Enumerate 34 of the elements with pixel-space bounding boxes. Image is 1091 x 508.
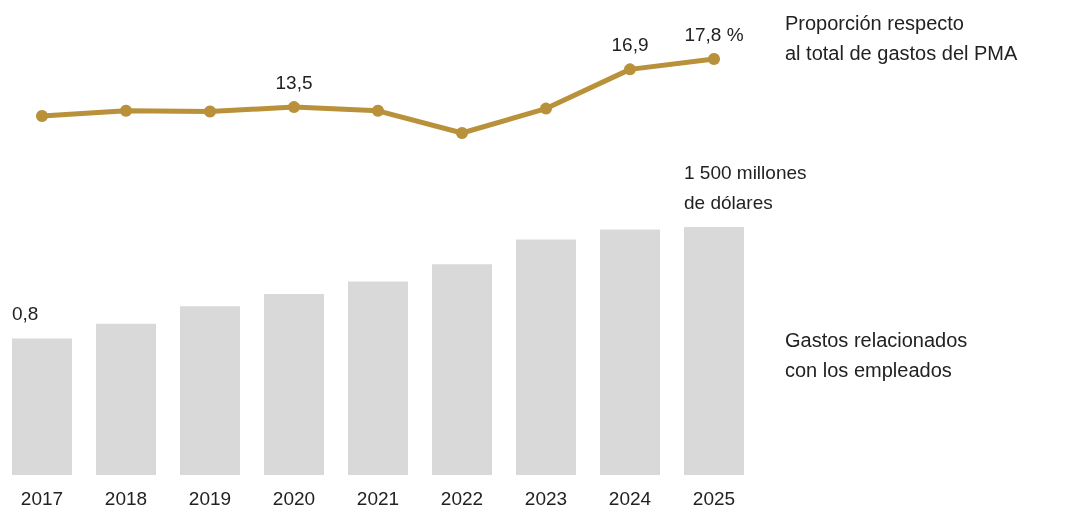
bar [432,264,492,475]
point [36,109,48,122]
x-tick-label: 2019 [188,488,232,508]
annotation: 16,9 [611,33,649,55]
point [708,53,720,65]
x-tick-label: 2023 [524,488,568,508]
x-tick-label: 2024 [608,488,652,508]
annotation: 13,5 [275,71,313,93]
x-tick-label: 2018 [104,488,148,508]
bar [516,239,576,475]
point [624,63,636,76]
annotation: 1 500 millones de dólares [684,161,807,213]
point [456,127,468,139]
annotation: 0,8 [12,303,39,325]
bar [264,293,324,475]
x-tick-label: 2025 [692,488,736,508]
bar [348,281,408,475]
point [372,104,384,117]
x-tick-label: 2022 [440,488,484,508]
bar [96,323,156,475]
x-tick-label: 2017 [20,488,64,508]
bar [600,229,660,475]
bar [684,227,744,475]
bar [12,338,72,475]
x-tick-label: 2020 [272,488,316,508]
x-tick-label: 2021 [356,488,400,508]
bar [180,306,240,475]
text: Proporción respecto al total de gastos del PMA [785,12,1019,64]
point [540,102,552,115]
point [288,101,300,114]
point [120,104,132,117]
text: Gastos relacionados con los empleados [785,329,968,381]
annotation: 17,8 % [684,23,744,45]
point [204,105,216,118]
